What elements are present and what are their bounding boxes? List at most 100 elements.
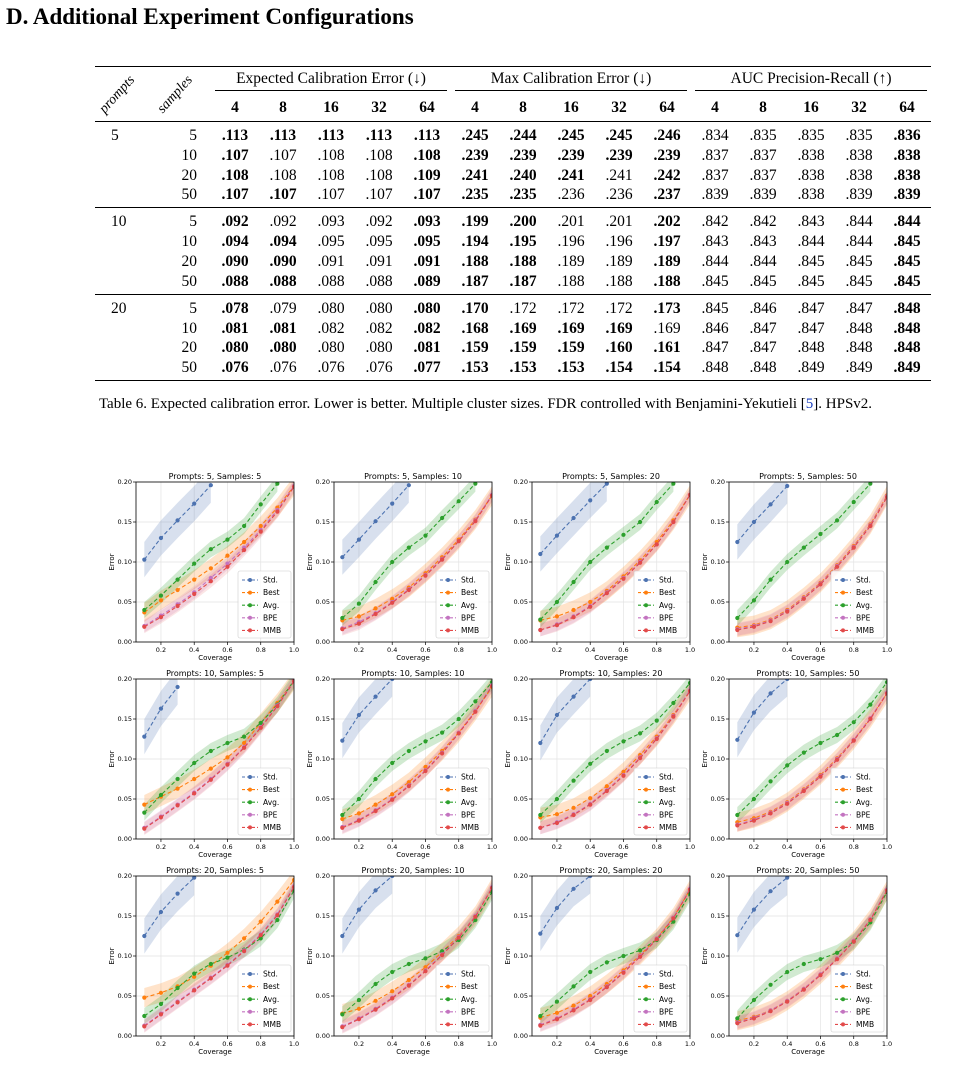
data-point xyxy=(225,537,230,542)
data-point xyxy=(489,493,492,498)
data-point xyxy=(208,961,213,967)
auc-cell: .835 xyxy=(797,126,825,144)
auc-cell: .845 xyxy=(845,272,873,290)
ece-cell: .091 xyxy=(365,252,393,270)
mce-cell: .159 xyxy=(557,339,585,357)
citation-link[interactable]: 5 xyxy=(805,396,814,412)
data-point xyxy=(192,760,197,766)
auc-cell: .848 xyxy=(893,339,921,357)
x-tick-label: 1.0 xyxy=(685,646,695,654)
series-line xyxy=(342,495,492,630)
y-axis-label: Error xyxy=(306,553,314,570)
data-point xyxy=(340,933,345,939)
y-tick-label: 0.00 xyxy=(316,835,330,843)
data-point xyxy=(571,1003,576,1008)
x-tick-label: 0.8 xyxy=(454,646,464,654)
legend-label: MMB xyxy=(659,1020,677,1029)
ece-cell: .090 xyxy=(221,252,249,270)
ece-cell: .079 xyxy=(259,293,307,319)
chart-panel: 0.2 0.4 0.6 0.8 1.0 0.00 0.05 0.10 0.15 0.20 Promp… xyxy=(108,866,299,1056)
data-point xyxy=(208,777,213,782)
data-point xyxy=(671,482,676,486)
data-point xyxy=(158,706,164,711)
data-point xyxy=(818,774,823,779)
auc-cell: .845 xyxy=(797,272,825,290)
data-point xyxy=(751,624,757,629)
prompts-cell xyxy=(95,146,141,166)
y-axis-label: Error xyxy=(108,750,116,767)
y-tick-label: 0.10 xyxy=(711,558,725,566)
auc-cell: .849 xyxy=(787,357,835,382)
data-point xyxy=(192,791,197,796)
data-point xyxy=(440,949,445,954)
data-point xyxy=(638,954,643,959)
series-line xyxy=(342,886,492,1027)
x-tick-label: 0.8 xyxy=(256,843,266,851)
auc-cell: .844 xyxy=(797,233,825,251)
data-point xyxy=(406,780,411,785)
mce-cell: .159 xyxy=(509,339,537,357)
data-point xyxy=(554,812,560,817)
legend-label: Avg. xyxy=(263,601,279,610)
column-header: 64 xyxy=(403,94,451,122)
ece-cell: .088 xyxy=(221,272,249,290)
series-line xyxy=(737,496,887,631)
data-point xyxy=(356,818,362,823)
legend: Std. Best Avg. BPE MMB xyxy=(633,964,688,1033)
legend-marker xyxy=(841,603,845,608)
data-point xyxy=(835,957,840,962)
series-line xyxy=(540,690,690,829)
data-point xyxy=(851,499,856,505)
legend-label: Avg. xyxy=(856,995,872,1004)
auc-cell: .847 xyxy=(749,319,777,337)
x-axis-label: Coverage xyxy=(396,654,430,662)
confidence-band xyxy=(737,490,887,637)
x-tick-label: 0.4 xyxy=(387,843,397,851)
group-header-ece-label: Expected Calibration Error (↓) xyxy=(215,70,447,92)
data-point xyxy=(588,997,593,1003)
legend-label: Avg. xyxy=(263,995,279,1004)
y-tick-label: 0.05 xyxy=(514,992,528,1000)
confidence-band xyxy=(737,880,887,1031)
mce-cell: .195 xyxy=(509,233,537,251)
data-point xyxy=(142,810,147,815)
data-point xyxy=(785,609,790,614)
column-header-row: 4 8 16 32 64 4 8 16 32 64 4 8 16 32 64 xyxy=(95,94,931,122)
mce-cell: .201 xyxy=(547,207,595,232)
data-point xyxy=(175,803,180,808)
mce-cell: .235 xyxy=(461,186,489,204)
samples-cell: 10 xyxy=(181,319,198,337)
data-point xyxy=(456,716,461,722)
y-tick-label: 0.05 xyxy=(711,992,725,1000)
data-point xyxy=(390,596,395,601)
y-tick-label: 0.20 xyxy=(118,872,132,880)
auc-cell: .844 xyxy=(749,252,777,270)
panel-title: Prompts: 20, Samples: 10 xyxy=(362,866,465,875)
confidence-band xyxy=(737,482,788,560)
data-point xyxy=(735,1021,740,1026)
confidence-band xyxy=(737,884,887,1030)
data-point xyxy=(554,796,560,802)
data-point xyxy=(785,969,790,975)
column-header: 4 xyxy=(691,94,739,122)
legend-label: MMB xyxy=(461,823,479,832)
legend-marker xyxy=(644,1022,648,1027)
ece-cell: .107 xyxy=(317,186,345,204)
legend-label: BPE xyxy=(659,1007,674,1016)
mce-cell: .170 xyxy=(451,293,499,319)
legend-marker xyxy=(446,787,450,792)
mce-cell: .199 xyxy=(451,207,499,232)
x-tick-label: 0.6 xyxy=(420,1040,430,1048)
data-point xyxy=(538,825,543,830)
data-point xyxy=(340,555,345,560)
mce-cell: .153 xyxy=(451,357,499,382)
auc-cell: .838 xyxy=(797,146,825,164)
data-point xyxy=(356,621,362,626)
data-point xyxy=(340,825,345,830)
prompts-cell xyxy=(95,357,141,382)
auc-cell: .839 xyxy=(893,186,921,204)
ece-cell: .107 xyxy=(221,186,249,204)
data-point xyxy=(142,1013,147,1019)
y-tick-label: 0.00 xyxy=(711,835,725,843)
auc-cell: .837 xyxy=(701,166,729,184)
